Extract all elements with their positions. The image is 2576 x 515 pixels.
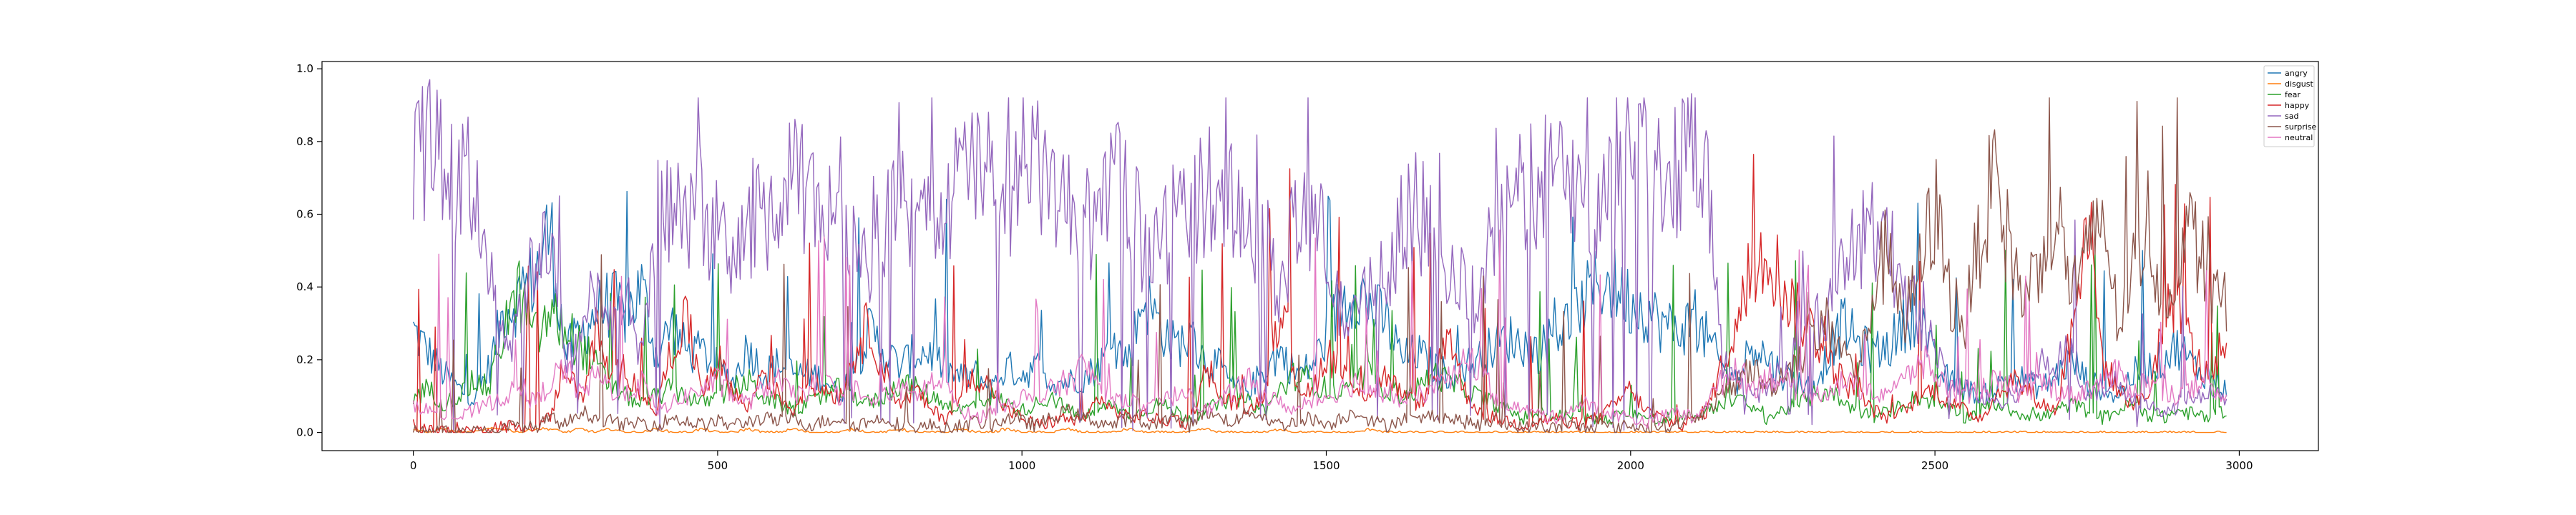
x-tick-label: 500: [708, 459, 728, 472]
legend-label-disgust: disgust: [2285, 79, 2313, 89]
legend-label-angry: angry: [2285, 69, 2308, 78]
y-tick-label: 0.8: [296, 135, 313, 148]
series-line-sad: [412, 79, 2228, 431]
y-tick-label: 0.6: [296, 208, 313, 221]
x-tick-label: 1500: [1312, 459, 1340, 472]
legend-label-sad: sad: [2285, 112, 2298, 121]
series-layer: [412, 79, 2228, 433]
legend-label-happy: happy: [2285, 101, 2310, 110]
x-tick-label: 1000: [1008, 459, 1035, 472]
y-tick-label: 0.4: [296, 280, 313, 293]
y-axis: 0.0 0.2 0.4 0.6 0.8 1.0: [296, 62, 322, 439]
x-tick-label: 3000: [2225, 459, 2253, 472]
series-line-fear: [412, 245, 2227, 426]
legend-label-neutral: neutral: [2285, 133, 2313, 142]
x-tick-label: 0: [410, 459, 417, 472]
legend-label-fear: fear: [2285, 90, 2301, 99]
x-axis: 0 500 1000 1500 2000 2500 3000: [410, 451, 2253, 472]
axes-frame: [321, 61, 2319, 451]
legend-label-surprise: surprise: [2285, 122, 2317, 132]
y-tick-label: 0.0: [296, 426, 313, 439]
series-line-neutral: [412, 229, 2228, 429]
series-line-surprise: [412, 97, 2228, 433]
series-line-angry: [412, 190, 2228, 408]
series-line-disgust: [413, 426, 2227, 433]
y-tick-label: 1.0: [296, 62, 313, 75]
x-tick-label: 2500: [1921, 459, 1948, 472]
y-tick-label: 0.2: [296, 353, 313, 366]
x-tick-label: 2000: [1617, 459, 1644, 472]
series-line-happy: [412, 154, 2228, 433]
